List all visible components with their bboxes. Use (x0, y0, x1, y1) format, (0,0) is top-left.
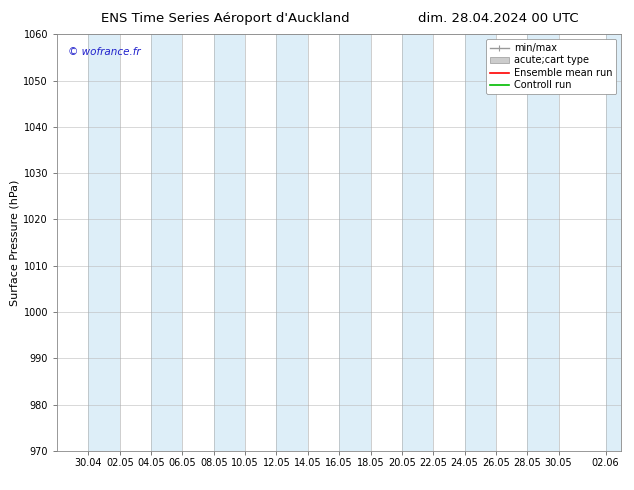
Bar (605, 34, 621, 451)
Legend: min/max, acute;cart type, Ensemble mean run, Controll run: min/max, acute;cart type, Ensemble mean … (486, 39, 616, 94)
Bar (151, 34, 183, 451)
Bar (402, 34, 433, 451)
Text: © wofrance.fr: © wofrance.fr (68, 47, 141, 57)
Y-axis label: Surface Pressure (hPa): Surface Pressure (hPa) (10, 179, 19, 306)
Bar (214, 34, 245, 451)
Text: dim. 28.04.2024 00 UTC: dim. 28.04.2024 00 UTC (418, 12, 579, 25)
Bar (276, 34, 308, 451)
Text: ENS Time Series Aéroport d'Auckland: ENS Time Series Aéroport d'Auckland (101, 12, 350, 25)
Bar (339, 34, 370, 451)
Bar (527, 34, 559, 451)
Bar (465, 34, 496, 451)
Bar (88, 34, 120, 451)
